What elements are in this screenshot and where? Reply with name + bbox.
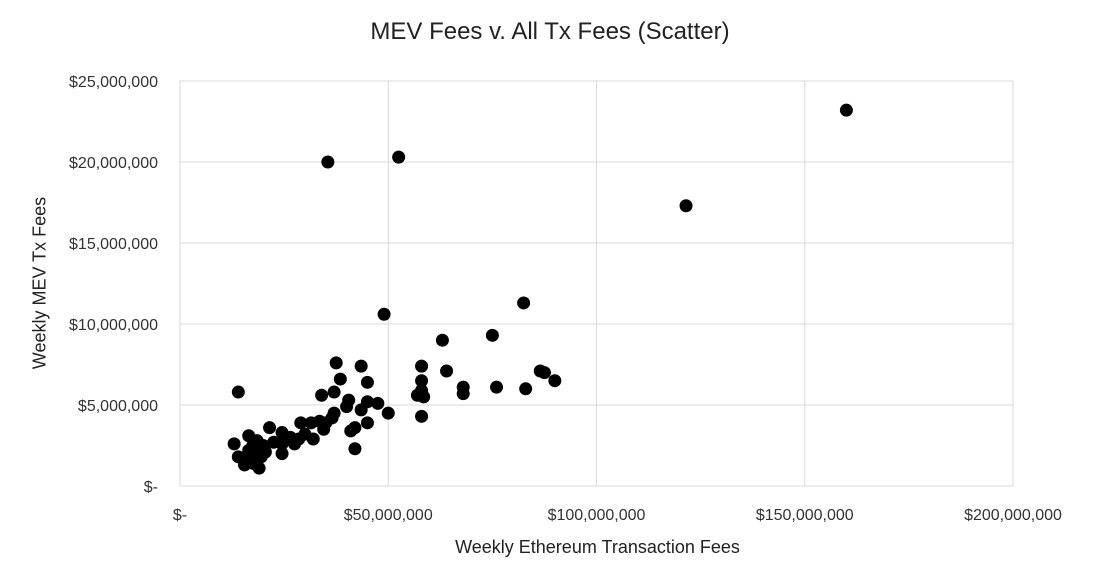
data-point — [329, 356, 343, 370]
x-tick-label: $- — [173, 507, 187, 524]
data-point — [490, 380, 504, 394]
x-axis-label: Weekly Ethereum Transaction Fees — [455, 537, 740, 557]
y-tick-label: $10,000,000 — [69, 317, 158, 334]
data-point — [839, 103, 853, 117]
data-point — [252, 461, 266, 475]
data-point — [321, 155, 335, 169]
data-point — [275, 447, 289, 461]
data-point — [294, 416, 308, 430]
data-point — [348, 442, 362, 456]
data-point — [315, 388, 329, 402]
data-point — [377, 307, 391, 321]
data-point — [288, 437, 302, 451]
data-point — [519, 382, 533, 396]
data-point — [360, 375, 374, 389]
y-tick-label: $15,000,000 — [69, 236, 158, 253]
data-point — [435, 333, 449, 347]
data-point — [327, 385, 341, 399]
data-point — [392, 150, 406, 164]
chart-title: MEV Fees v. All Tx Fees (Scatter) — [370, 18, 730, 45]
data-point — [275, 437, 289, 451]
data-point — [415, 409, 429, 423]
data-point — [517, 296, 531, 310]
data-point — [440, 364, 454, 378]
data-point — [354, 403, 368, 417]
data-point — [415, 374, 429, 388]
x-tick-label: $200,000,000 — [964, 507, 1062, 524]
data-point — [317, 422, 331, 436]
data-point — [381, 406, 395, 420]
x-tick-label: $150,000,000 — [756, 507, 854, 524]
data-point — [456, 387, 470, 401]
y-tick-label: $20,000,000 — [69, 155, 158, 172]
data-point — [679, 199, 693, 213]
data-point — [485, 328, 499, 342]
data-point — [417, 390, 431, 404]
data-point — [344, 424, 358, 438]
data-point — [354, 359, 368, 373]
data-point — [227, 437, 241, 451]
data-point — [371, 396, 385, 410]
data-point — [415, 359, 429, 373]
data-point — [340, 400, 354, 414]
data-point — [306, 432, 320, 446]
data-point — [548, 374, 562, 388]
data-point — [537, 366, 551, 380]
y-tick-label: $- — [144, 479, 158, 496]
y-tick-label: $25,000,000 — [69, 74, 158, 91]
data-point — [231, 385, 245, 399]
data-point — [304, 416, 318, 430]
y-tick-label: $5,000,000 — [78, 398, 158, 415]
x-tick-label: $50,000,000 — [344, 507, 433, 524]
x-tick-label: $100,000,000 — [548, 507, 646, 524]
data-point — [360, 416, 374, 430]
data-point — [333, 372, 347, 386]
data-point — [263, 421, 277, 435]
